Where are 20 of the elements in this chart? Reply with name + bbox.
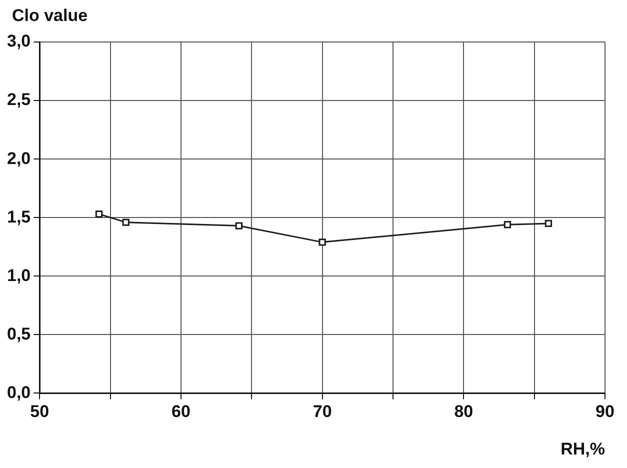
point xyxy=(544,220,552,228)
x-tick-label: 60 xyxy=(172,402,190,422)
y-tick-label: 3,0 xyxy=(6,32,31,51)
x-axis-title: RH,% xyxy=(560,439,605,458)
y-tick-label: 0,5 xyxy=(6,324,31,344)
x-tick-label: 80 xyxy=(454,402,474,422)
y-tick-label: 0,0 xyxy=(6,382,31,402)
y-tick-label: 2,5 xyxy=(6,90,31,110)
point xyxy=(122,218,130,226)
x-tick-label: 70 xyxy=(312,402,332,422)
point xyxy=(504,221,512,228)
point xyxy=(95,210,103,218)
x-tick-label: 50 xyxy=(30,402,50,422)
y-axis-title: Clo value xyxy=(12,6,88,26)
x-tick-label: 90 xyxy=(596,402,614,422)
point xyxy=(235,222,243,230)
y-tick-label: 1,5 xyxy=(6,207,31,226)
y-tick-label: 1,0 xyxy=(6,266,31,285)
point xyxy=(318,238,326,246)
y-tick-label: 2,0 xyxy=(6,148,31,168)
